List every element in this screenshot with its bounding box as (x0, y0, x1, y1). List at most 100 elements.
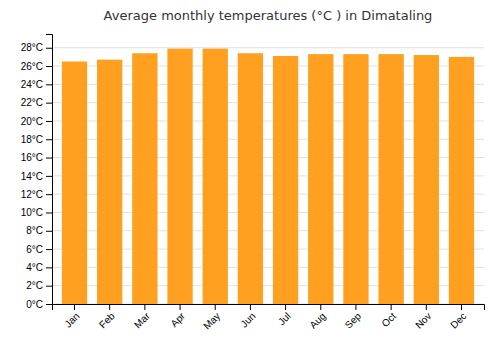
y-tick: 24°C (21, 79, 52, 90)
y-tick-mark (46, 267, 52, 268)
x-tick: Oct (379, 304, 398, 329)
y-tick-label: 4°C (26, 262, 43, 273)
x-tick: Jun (238, 304, 257, 330)
y-tick: 28°C (21, 42, 52, 53)
y-tick-mark (46, 212, 52, 213)
y-tick-label: 6°C (26, 244, 43, 255)
x-tick-label: Dec (448, 310, 468, 330)
y-tick-mark (46, 231, 52, 232)
x-tick-label: Jan (62, 310, 81, 329)
bar (449, 57, 474, 304)
grid-line (52, 47, 484, 48)
x-tick-mark (461, 304, 462, 310)
y-tick-mark (46, 194, 52, 195)
y-tick: 0°C (26, 299, 52, 310)
y-tick-label: 10°C (21, 207, 43, 218)
x-tick: Aug (307, 304, 327, 331)
y-tick-mark (46, 304, 52, 305)
x-tick: Apr (168, 304, 187, 329)
y-tick-mark (46, 48, 52, 49)
bar (378, 54, 403, 304)
bar (203, 49, 228, 304)
x-tick-label: May (201, 310, 222, 331)
bar (62, 61, 87, 304)
x-tick-mark (215, 304, 216, 310)
y-tick-label: 22°C (21, 97, 43, 108)
x-tick-mark (391, 304, 392, 310)
x-axis: Jan Feb Mar Apr May Jun Jul Aug Sep Oct Nov Dec (53, 304, 485, 332)
x-tick-label: Sep (343, 310, 364, 331)
bar (132, 53, 157, 304)
x-tick-mark (250, 304, 251, 310)
x-tick-label: Jul (276, 310, 293, 327)
y-tick-label: 8°C (26, 225, 43, 236)
title: Average monthly temperatures (°C ) in Di… (104, 8, 433, 23)
grid (52, 48, 484, 304)
y-tick-label: 2°C (26, 280, 43, 291)
bar (97, 60, 122, 304)
x-tick: Nov (413, 304, 433, 331)
y-tick: 6°C (26, 244, 52, 255)
y-axis: 0°C 2°C 4°C 6°C 8°C 10°C 12°C 14°C 16°C 18°C 20°C 2… (21, 35, 53, 310)
chart: Jan Feb Mar Apr May Jun Jul Aug Sep Oct Nov Dec 0°C 2… (0, 0, 500, 350)
x-tick: Feb (97, 304, 117, 330)
y-tick-label: 0°C (26, 299, 43, 310)
y-axis-line (46, 35, 53, 305)
x-tick-label: Aug (307, 310, 327, 330)
bar (273, 56, 298, 304)
y-tick-mark (46, 121, 52, 122)
x-tick-mark (355, 304, 356, 310)
x-tick-label: Nov (413, 310, 433, 330)
x-tick-mark (109, 304, 110, 310)
y-tick-label: 12°C (21, 189, 43, 200)
x-axis-line (53, 305, 485, 311)
y-tick-label: 24°C (21, 79, 43, 90)
x-tick-mark (426, 304, 427, 310)
y-tick-label: 28°C (21, 42, 43, 53)
bars (62, 49, 474, 304)
x-tick-mark (285, 304, 286, 310)
y-tick: 2°C (26, 280, 52, 291)
y-tick-label: 14°C (21, 171, 43, 182)
y-tick: 8°C (26, 225, 52, 236)
x-tick: Jan (62, 304, 81, 330)
x-tick-mark (320, 304, 321, 310)
x-tick: Dec (448, 304, 468, 331)
bar (343, 54, 368, 304)
y-tick-mark (46, 158, 52, 159)
y-tick-mark (46, 286, 52, 287)
y-tick: 10°C (21, 207, 52, 218)
y-tick-mark (46, 103, 52, 104)
x-tick: Sep (343, 304, 364, 331)
y-tick-mark (46, 249, 52, 250)
y-tick: 12°C (21, 189, 52, 200)
y-tick-label: 26°C (21, 61, 43, 72)
y-tick: 14°C (21, 171, 52, 182)
x-tick-label: Feb (97, 310, 117, 330)
y-tick: 16°C (21, 152, 52, 163)
x-tick: Mar (132, 304, 152, 330)
plot: Jan Feb Mar Apr May Jun Jul Aug Sep Oct Nov Dec 0°C 2… (21, 35, 485, 332)
y-tick: 18°C (21, 134, 52, 145)
y-tick: 4°C (26, 262, 52, 273)
x-tick-label: Mar (132, 310, 152, 330)
x-tick-mark (180, 304, 181, 310)
bar (414, 55, 439, 304)
bar (238, 53, 263, 304)
y-tick-label: 20°C (21, 116, 43, 127)
x-tick-label: Apr (168, 310, 187, 329)
y-tick: 26°C (21, 61, 52, 72)
bar (167, 49, 192, 304)
y-tick-label: 18°C (21, 134, 43, 145)
x-tick: May (201, 304, 222, 332)
x-tick-label: Oct (379, 310, 398, 329)
y-tick: 20°C (21, 116, 52, 127)
x-tick-mark (144, 304, 145, 310)
bar (308, 54, 333, 304)
y-tick-mark (46, 176, 52, 177)
y-tick-mark (46, 84, 52, 85)
x-tick: Jul (276, 304, 293, 327)
x-tick-mark (74, 304, 75, 310)
y-tick-label: 16°C (21, 152, 43, 163)
y-tick-mark (46, 139, 52, 140)
